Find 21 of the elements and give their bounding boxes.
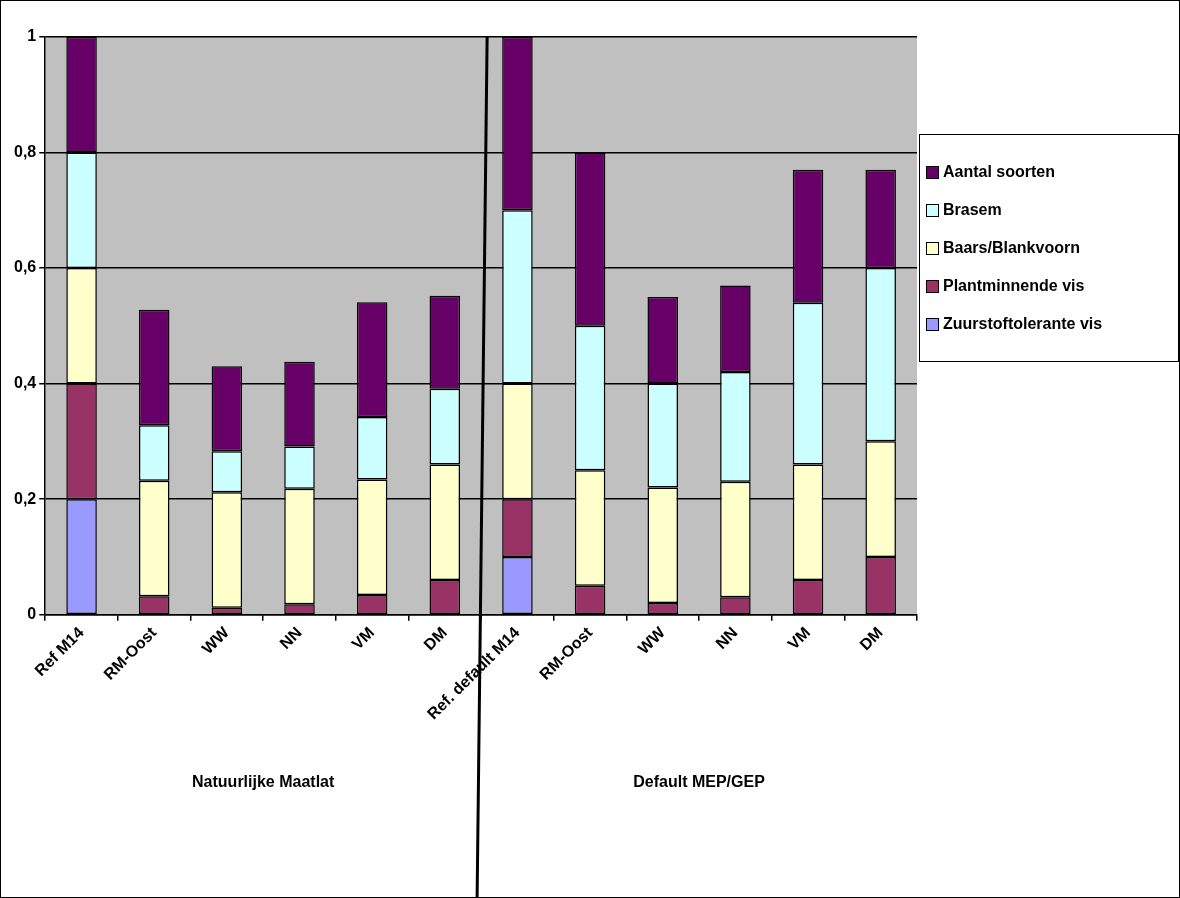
y-tick-label: 0,2 <box>13 489 37 507</box>
y-tick-label: 0,6 <box>13 258 37 276</box>
x-tick-label: NN <box>712 623 741 653</box>
y-tick-label: 0,8 <box>13 142 37 160</box>
legend-label: Baars/Blankvoorn <box>943 239 1080 257</box>
legend-label: Zuurstoftolerante vis <box>943 315 1103 333</box>
x-tick-label: DM <box>856 623 886 654</box>
text: Default MEP/GEP <box>633 773 766 791</box>
x-tick-label: NN <box>276 623 305 653</box>
x-tick-label: WW <box>634 623 669 658</box>
x-tick-label: WW <box>198 623 233 658</box>
y-tick-label: 0 <box>27 605 37 623</box>
x-tick-label: DM <box>420 623 451 654</box>
x-tick-label: VM <box>348 623 378 653</box>
legend-label: Aantal soorten <box>943 163 1056 181</box>
legend-label: Plantminnende vis <box>943 277 1085 295</box>
legend-label: Brasem <box>943 201 1002 219</box>
text: Natuurlijke Maatlat <box>192 773 335 791</box>
y-tick-label: 1 <box>27 27 37 45</box>
x-tick-label: VM <box>784 623 814 653</box>
y-tick-label: 0,4 <box>13 374 37 392</box>
